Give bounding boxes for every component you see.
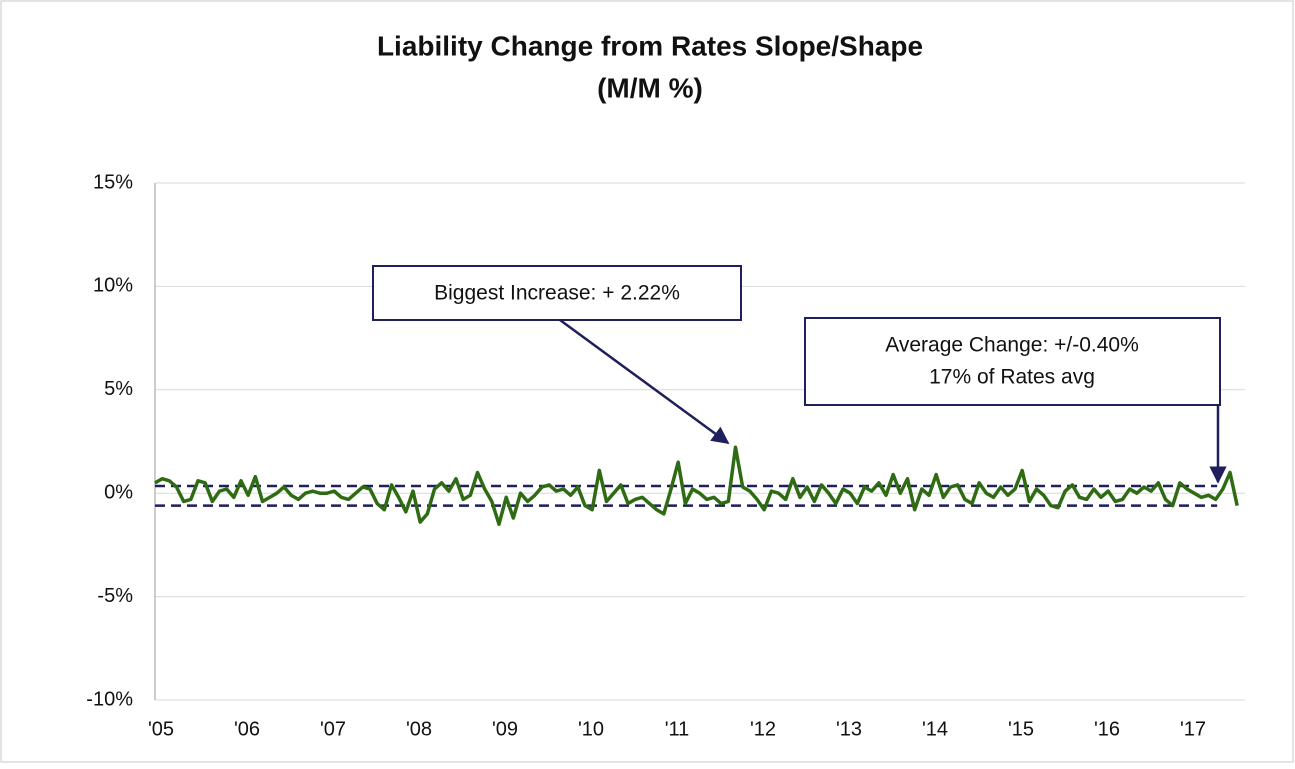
chart-subtitle: (M/M %) (597, 72, 703, 103)
x-tick-label: '14 (922, 718, 948, 740)
annotation-arrow (559, 318, 730, 445)
annotation-box (804, 317, 1221, 406)
annotation: Biggest Increase: + 2.22% (372, 265, 742, 445)
x-tick-label: '17 (1180, 718, 1206, 740)
x-tick-label: '08 (406, 718, 432, 740)
y-tick-label: 10% (93, 275, 133, 297)
x-tick-label: '11 (665, 718, 690, 740)
annotation-text: Biggest Increase: + 2.22% (434, 282, 680, 305)
y-tick-label: 0% (104, 481, 133, 503)
y-tick-label: -10% (86, 688, 133, 710)
x-tick-label: '16 (1094, 718, 1120, 740)
chart-title: Liability Change from Rates Slope/Shape (377, 30, 923, 61)
plot-area: -10% -5% 0% 5% 10% 15% '05 '06 '07 '08 '09 '10 '11 '1… (86, 171, 1245, 740)
x-tick-label: '13 (836, 718, 862, 740)
y-tick-label: -5% (97, 585, 133, 607)
annotation: Average Change: +/-0.40% 17% of Rates av… (804, 317, 1227, 484)
x-tick-label: '12 (750, 718, 776, 740)
data-line (154, 445, 1239, 526)
x-tick-label: '07 (320, 718, 346, 740)
x-tick-label: '06 (234, 718, 260, 740)
annotation-text: 17% of Rates avg (929, 366, 1095, 389)
x-tick-label: '10 (578, 718, 604, 740)
y-tick-label: 15% (93, 171, 133, 193)
annotation-box (372, 265, 742, 321)
x-tick-label: '15 (1008, 718, 1034, 740)
x-tick-label: '09 (492, 718, 518, 740)
x-tick-label: '05 (148, 718, 174, 740)
annotation-text: Average Change: +/-0.40% (885, 334, 1139, 357)
y-tick-label: 5% (104, 378, 133, 400)
